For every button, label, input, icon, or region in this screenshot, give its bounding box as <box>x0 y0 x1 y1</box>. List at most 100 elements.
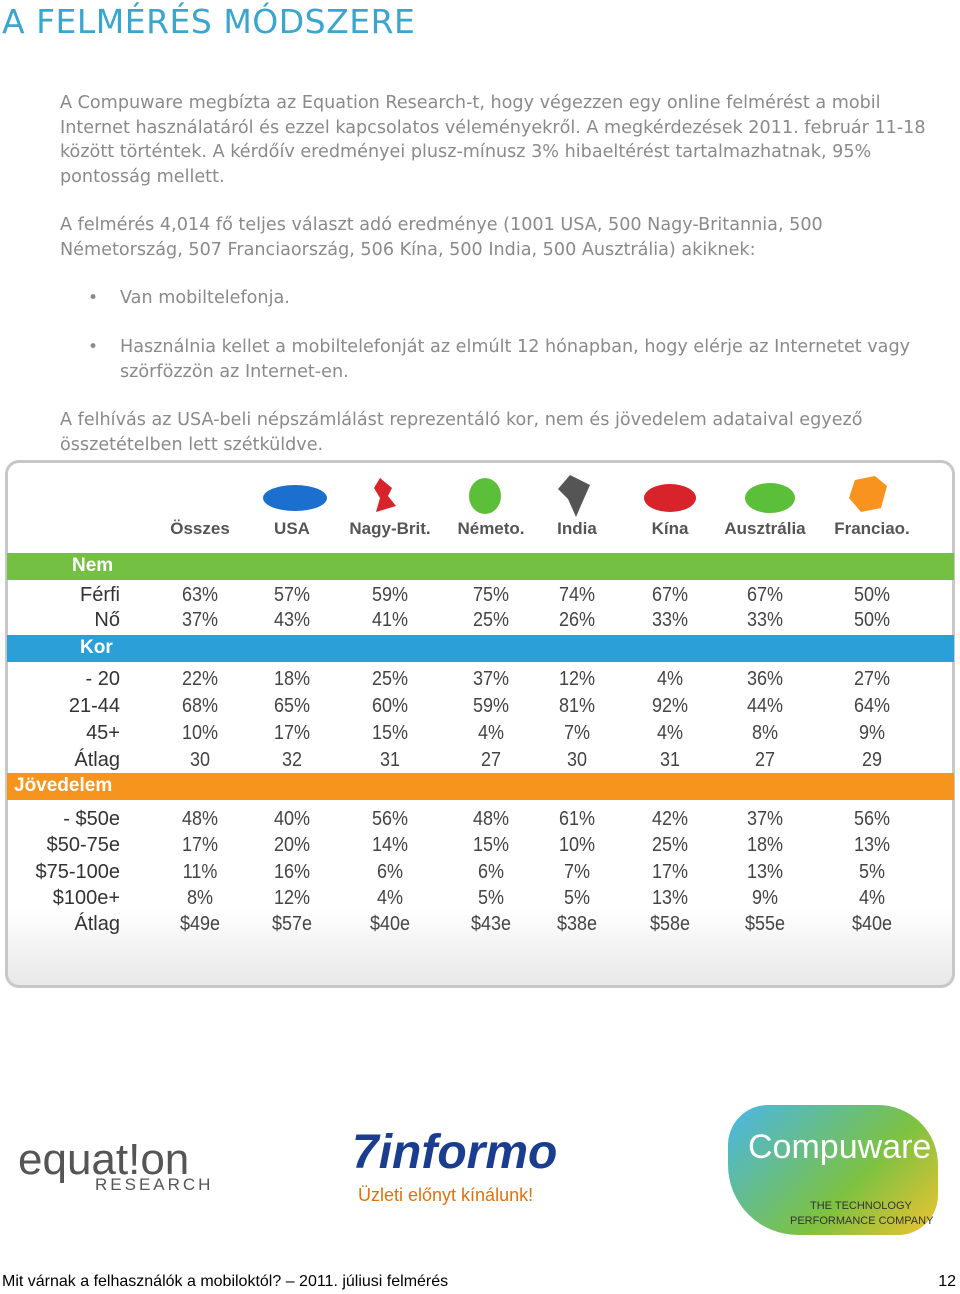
cell: 10% <box>181 722 219 744</box>
cell: 17% <box>181 834 219 856</box>
row-label: Átlag <box>74 749 120 771</box>
cell: 60% <box>371 695 409 717</box>
cell: 33% <box>746 609 784 631</box>
cell: 50% <box>853 609 891 631</box>
cell: $49e <box>179 913 221 935</box>
cell: 67% <box>651 584 689 606</box>
cell: $43e <box>470 913 512 935</box>
row-label: $50-75e <box>46 834 120 856</box>
country-icons <box>263 475 887 517</box>
cell: 4% <box>656 722 684 744</box>
cell: 9% <box>751 887 779 909</box>
logo-compuware-shape <box>728 1105 938 1235</box>
cell: 14% <box>371 834 409 856</box>
cell: 13% <box>746 861 784 883</box>
cell: 7% <box>563 722 591 744</box>
cell: 36% <box>746 668 784 690</box>
cell: 26% <box>558 609 596 631</box>
cell: $58e <box>649 913 691 935</box>
cell: 61% <box>558 808 596 830</box>
cell: 65% <box>273 695 311 717</box>
cell: 59% <box>371 584 409 606</box>
row-label: Átlag <box>74 913 120 935</box>
cell: 37% <box>746 808 784 830</box>
cell: 27 <box>480 749 502 771</box>
cell: 33% <box>651 609 689 631</box>
row-label: $75-100e <box>35 861 120 883</box>
page-number: 12 <box>938 1273 956 1290</box>
cell: 75% <box>472 584 510 606</box>
cell: 31 <box>659 749 681 771</box>
cell: 9% <box>858 722 886 744</box>
cell: 5% <box>477 887 505 909</box>
cell: 18% <box>273 668 311 690</box>
column-header: Franciao. <box>834 519 910 538</box>
cell: 16% <box>273 861 311 883</box>
cell: 10% <box>558 834 596 856</box>
logo-informo: 7informo <box>352 1126 558 1179</box>
cell: 43% <box>273 609 311 631</box>
row-label: 45+ <box>86 722 120 744</box>
cell: 37% <box>472 668 510 690</box>
table-frame <box>5 460 955 988</box>
cell: 68% <box>181 695 219 717</box>
cell: 44% <box>746 695 784 717</box>
cell: $40e <box>851 913 893 935</box>
row-label: Nő <box>94 609 120 631</box>
cell: 31 <box>379 749 401 771</box>
column-header: Németo. <box>457 519 525 538</box>
section-title: Kor <box>80 637 113 658</box>
section-title: Nem <box>72 555 114 576</box>
logo-compuware: Compuware <box>748 1128 932 1166</box>
cell: $40e <box>369 913 411 935</box>
paragraph: A felhívás az USA-beli népszámlálást rep… <box>60 410 863 455</box>
cell: 22% <box>181 668 219 690</box>
cell: 32 <box>281 749 303 771</box>
cell: 74% <box>558 584 596 606</box>
cell: 59% <box>472 695 510 717</box>
cell: 56% <box>371 808 409 830</box>
cell: 8% <box>751 722 779 744</box>
column-header: Kína <box>651 519 689 538</box>
cell: 13% <box>853 834 891 856</box>
cell: 25% <box>651 834 689 856</box>
logo-equation: equat!on <box>18 1135 190 1184</box>
cell: 11% <box>182 861 218 883</box>
title: A FELMÉRÉS MÓDSZERE <box>2 2 416 41</box>
cell: 64% <box>853 695 891 717</box>
cell: 67% <box>746 584 784 606</box>
column-header: USA <box>274 519 310 538</box>
cell: 4% <box>858 887 886 909</box>
cell: 6% <box>477 861 505 883</box>
cell: $55e <box>744 913 786 935</box>
cell: 4% <box>477 722 505 744</box>
logo-tagline: THE TECHNOLOGY <box>810 1200 912 1212</box>
bullet-dot: • <box>88 337 99 357</box>
cell: 12% <box>558 668 596 690</box>
cell: 50% <box>853 584 891 606</box>
row-label: 21-44 <box>68 695 120 717</box>
cell: 15% <box>371 722 409 744</box>
cell: 25% <box>371 668 409 690</box>
cell: 41% <box>371 609 409 631</box>
cell: 17% <box>273 722 311 744</box>
row-label: $100e+ <box>52 887 120 909</box>
cell: 18% <box>746 834 784 856</box>
logo-tagline: PERFORMANCE COMPANY <box>790 1215 934 1227</box>
cell: 15% <box>472 834 510 856</box>
column-header: Összes <box>170 519 230 538</box>
section-band <box>7 635 954 662</box>
bullet: Van mobiltelefonja. <box>120 288 290 308</box>
cell: 17% <box>651 861 689 883</box>
cell: 6% <box>376 861 404 883</box>
cell: 27 <box>754 749 776 771</box>
paragraph: A Compuware megbízta az Equation Researc… <box>60 93 926 187</box>
cell: 30 <box>566 749 588 771</box>
cell: 81% <box>558 695 596 717</box>
cell: 13% <box>651 887 689 909</box>
cell: $57e <box>271 913 313 935</box>
cell: 56% <box>853 808 891 830</box>
cell: 4% <box>376 887 404 909</box>
cell: 20% <box>273 834 311 856</box>
cell: $38e <box>556 913 598 935</box>
